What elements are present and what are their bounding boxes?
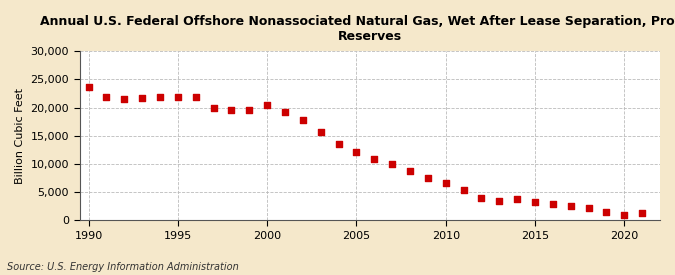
Point	[190, 95, 201, 100]
Y-axis label: Billion Cubic Feet: Billion Cubic Feet	[15, 88, 25, 184]
Point	[244, 108, 254, 112]
Point	[351, 149, 362, 154]
Point	[137, 96, 148, 100]
Title: Annual U.S. Federal Offshore Nonassociated Natural Gas, Wet After Lease Separati: Annual U.S. Federal Offshore Nonassociat…	[40, 15, 675, 43]
Point	[172, 95, 183, 100]
Point	[423, 176, 433, 180]
Point	[494, 198, 505, 203]
Point	[565, 204, 576, 208]
Point	[333, 142, 344, 146]
Point	[601, 210, 612, 214]
Point	[101, 95, 112, 100]
Point	[583, 206, 594, 211]
Point	[315, 130, 326, 134]
Point	[476, 196, 487, 200]
Point	[458, 188, 469, 192]
Point	[530, 200, 541, 205]
Text: Source: U.S. Energy Information Administration: Source: U.S. Energy Information Administ…	[7, 262, 238, 272]
Point	[83, 84, 94, 89]
Point	[298, 118, 308, 122]
Point	[369, 157, 379, 161]
Point	[226, 108, 237, 112]
Point	[155, 95, 165, 100]
Point	[440, 180, 451, 185]
Point	[387, 162, 398, 166]
Point	[404, 169, 415, 174]
Point	[512, 197, 522, 202]
Point	[619, 213, 630, 218]
Point	[262, 103, 273, 107]
Point	[637, 211, 647, 215]
Point	[279, 110, 290, 114]
Point	[208, 106, 219, 110]
Point	[547, 202, 558, 206]
Point	[119, 97, 130, 101]
